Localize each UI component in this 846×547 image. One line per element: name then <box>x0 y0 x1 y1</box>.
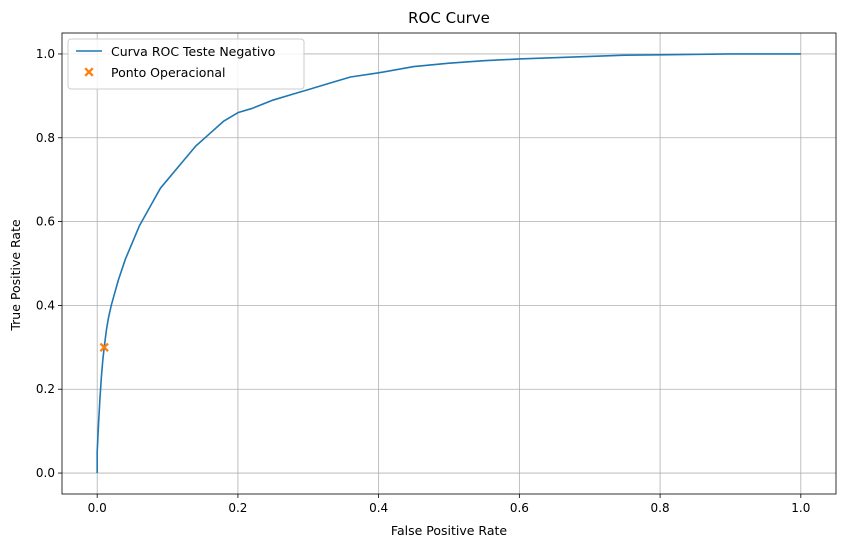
roc-curve-line <box>96 53 801 474</box>
legend-box <box>67 38 305 90</box>
y-tick-label: 1.0 <box>36 47 55 61</box>
series-layer <box>96 53 801 474</box>
y-tick-label: 0.6 <box>36 215 55 229</box>
x-tick-label: 1.0 <box>791 501 810 515</box>
plot-frame <box>61 32 837 495</box>
y-tick-label: 0.2 <box>36 382 55 396</box>
grid <box>62 33 836 494</box>
x-tick-label: 0.2 <box>228 501 247 515</box>
y-tick-label: 0.4 <box>36 298 55 312</box>
legend-label-operating-point: Ponto Operacional <box>111 65 226 80</box>
x-axis-label: False Positive Rate <box>391 523 507 538</box>
x-tick-label: 0.0 <box>88 501 107 515</box>
y-tick-label: 0.0 <box>36 466 55 480</box>
x-tick-label: 0.6 <box>510 501 529 515</box>
y-axis-label: True Positive Rate <box>8 219 23 332</box>
legend: Curva ROC Teste Negativo Ponto Operacion… <box>67 38 305 90</box>
operating-point-marker <box>99 342 109 352</box>
x-tick-label: 0.8 <box>651 501 670 515</box>
axis-ticks: 0.0 0.2 0.4 0.6 0.8 1.0 0.0 0.2 0.4 0.6 0.8 1.0 <box>36 47 810 515</box>
chart-title: ROC Curve <box>408 9 490 27</box>
legend-label-roc-curve: Curva ROC Teste Negativo <box>111 44 275 59</box>
legend-marker-swatch <box>84 67 94 77</box>
y-tick-label: 0.8 <box>36 131 55 145</box>
legend-marker-x <box>84 67 94 77</box>
x-tick-label: 0.4 <box>369 501 388 515</box>
